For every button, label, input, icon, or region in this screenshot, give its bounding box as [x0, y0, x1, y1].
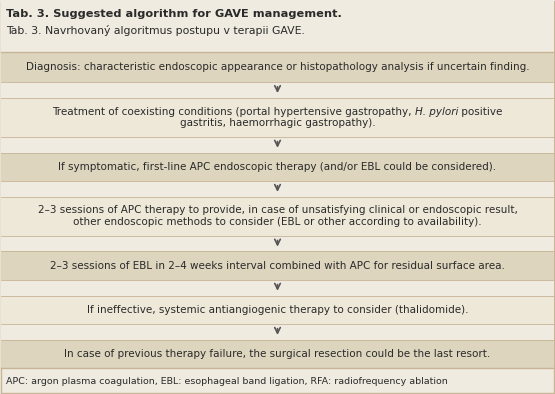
Bar: [1, 236, 554, 251]
Text: gastritis, haemorrhagic gastropathy).: gastritis, haemorrhagic gastropathy).: [180, 118, 375, 128]
Text: Tab. 3. Suggested algorithm for GAVE management.: Tab. 3. Suggested algorithm for GAVE man…: [6, 9, 342, 19]
Bar: [1, 98, 554, 137]
Text: In case of previous therapy failure, the surgical resection could be the last re: In case of previous therapy failure, the…: [64, 349, 491, 359]
Bar: [1, 340, 554, 368]
Bar: [1, 82, 554, 98]
Text: If ineffective, systemic antiangiogenic therapy to consider (thalidomide).: If ineffective, systemic antiangiogenic …: [87, 305, 468, 315]
Text: Treatment of coexisting conditions (portal hypertensive gastropathy,: Treatment of coexisting conditions (port…: [52, 106, 415, 117]
Bar: [1, 280, 554, 296]
Bar: [1, 137, 554, 152]
Text: 2–3 sessions of APC therapy to provide, in case of unsatisfying clinical or endo: 2–3 sessions of APC therapy to provide, …: [38, 205, 517, 216]
Text: other endoscopic methods to consider (EBL or other according to availability).: other endoscopic methods to consider (EB…: [73, 217, 482, 227]
Text: Tab. 3. Navrhovaný algoritmus postupu v terapii GAVE.: Tab. 3. Navrhovaný algoritmus postupu v …: [6, 25, 305, 36]
Bar: [1, 0, 554, 52]
Bar: [1, 152, 554, 181]
Bar: [1, 251, 554, 280]
Bar: [1, 197, 554, 236]
Bar: [1, 296, 554, 324]
Bar: [1, 324, 554, 340]
Text: positive: positive: [458, 106, 503, 117]
Bar: [1, 181, 554, 197]
Text: 2–3 sessions of EBL in 2–4 weeks interval combined with APC for residual surface: 2–3 sessions of EBL in 2–4 weeks interva…: [50, 260, 505, 271]
Text: Treatment of coexisting conditions (portal hypertensive gastropathy, H. pylori p: Treatment of coexisting conditions (port…: [52, 106, 503, 117]
Bar: [1, 52, 554, 82]
Text: If symptomatic, first-line APC endoscopic therapy (and/or EBL could be considere: If symptomatic, first-line APC endoscopi…: [58, 162, 497, 172]
Text: APC: argon plasma coagulation, EBL: esophageal band ligation, RFA: radiofrequenc: APC: argon plasma coagulation, EBL: esop…: [6, 377, 448, 385]
Text: H. pylori: H. pylori: [415, 106, 458, 117]
Text: Diagnosis: characteristic endoscopic appearance or histopathology analysis if un: Diagnosis: characteristic endoscopic app…: [26, 62, 529, 72]
